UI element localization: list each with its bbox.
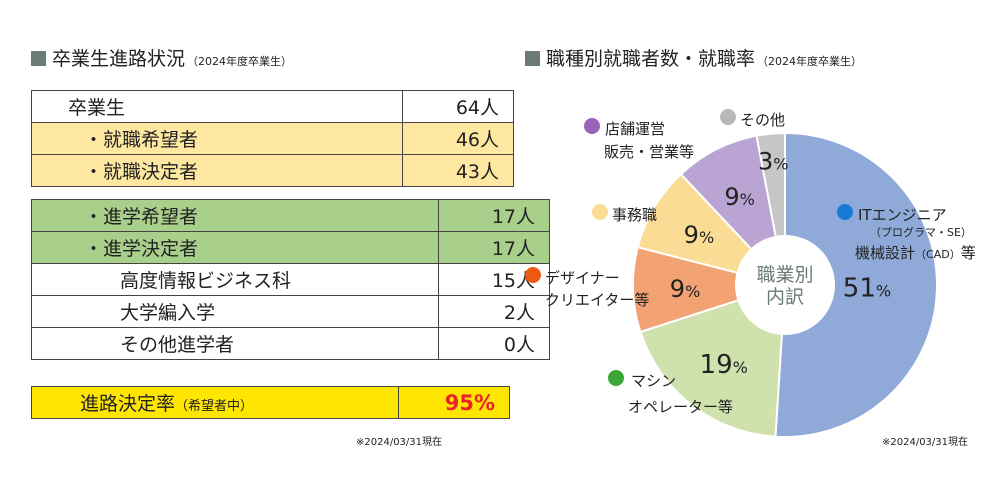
legend-dot-icon: [525, 267, 541, 283]
slice-percent-label: 3%: [758, 148, 788, 176]
slice-percent-label: 51%: [843, 274, 891, 304]
row-value: 43人: [402, 154, 514, 187]
legend-dot-icon: [592, 204, 608, 220]
right-title-text: 職種別就職者数・就職率: [546, 48, 756, 70]
further-study-table: ・進学希望者 17人 ・進学決定者 17人 高度情報ビジネス科 15人 大学編入学 2人 その他…: [31, 199, 550, 360]
pie-slice: [774, 131, 938, 438]
row-value: 17人: [438, 231, 550, 264]
title-square-icon: [525, 51, 540, 66]
legend-label-line2: 販売・営業等: [604, 143, 694, 161]
slice-percent-label: 9%: [724, 183, 754, 211]
pie-center-hole: [735, 235, 835, 335]
decision-rate-table: 進路決定率（希望者中） 95%: [31, 386, 510, 419]
legend-label-line2: オペレーター等: [628, 398, 733, 416]
legend-dot-icon: [584, 118, 600, 134]
legend-label-line2: クリエイター等: [545, 291, 649, 309]
legend-label: 事務職: [612, 206, 657, 224]
left-section-title: 卒業生進路状況 （2024年度卒業生）: [31, 44, 292, 71]
legend-label: 店舗運営: [605, 120, 665, 138]
left-title-text: 卒業生進路状況: [52, 48, 186, 70]
table-row: ・進学希望者 17人: [31, 199, 550, 232]
left-title-sub: （2024年度卒業生）: [187, 55, 293, 68]
table-row: その他進学者 0人: [31, 327, 550, 360]
row-label: ・就職決定者: [31, 154, 403, 187]
row-label: 卒業生: [31, 90, 403, 123]
slice-percent-label: 9%: [670, 275, 700, 303]
legend-label: その他: [740, 111, 785, 129]
legend-dot-icon: [837, 204, 853, 220]
right-section-title: 職種別就職者数・就職率 （2024年度卒業生）: [525, 44, 862, 71]
legend-label: デザイナー: [545, 269, 620, 287]
legend-label: ITエンジニア: [858, 206, 947, 224]
slice-percent-label: 9%: [684, 221, 714, 249]
right-date-note: ※2024/03/31現在: [882, 437, 969, 448]
table-row: ・就職決定者 43人: [31, 154, 514, 187]
table-row: ・進学決定者 17人: [31, 231, 550, 264]
title-square-icon: [31, 51, 46, 66]
row-label: ・進学希望者: [31, 199, 439, 232]
pie-slice: [639, 283, 787, 438]
row-value: 64人: [402, 90, 514, 123]
table-row: 卒業生 64人: [31, 90, 514, 123]
legend-label: マシン: [631, 372, 676, 390]
right-title-sub: （2024年度卒業生）: [757, 55, 863, 68]
legend-dot-icon: [720, 109, 736, 125]
row-label: 高度情報ビジネス科: [31, 263, 439, 296]
row-value: 17人: [438, 199, 550, 232]
decision-rate-row: 進路決定率（希望者中） 95%: [31, 386, 510, 419]
graduates-table: 卒業生 64人 ・就職希望者 46人 ・就職決定者 43人: [31, 90, 514, 187]
slice-percent-label: 19%: [700, 350, 748, 380]
rate-label-sub: （希望者中）: [175, 399, 254, 414]
pie-center-label: 内訳: [766, 286, 804, 308]
table-row: 大学編入学 2人: [31, 295, 550, 328]
row-label: その他進学者: [31, 327, 439, 360]
row-label: ・就職希望者: [31, 122, 403, 155]
left-date-note: ※2024/03/31現在: [356, 437, 443, 448]
table-row: ・就職希望者 46人: [31, 122, 514, 155]
legend-dot-icon: [608, 370, 624, 386]
row-value: 0人: [438, 327, 550, 360]
rate-label-text: 進路決定率: [80, 393, 176, 415]
pie-slice: [632, 245, 789, 334]
legend-label-line2: 機械設計（CAD）等: [855, 244, 976, 262]
decision-rate-value: 95%: [398, 386, 510, 419]
row-value: 2人: [438, 295, 550, 328]
legend-label-sub: （プログラマ・SE）: [870, 225, 972, 239]
row-label: 大学編入学: [31, 295, 439, 328]
pie-center-label: 職業別: [756, 264, 813, 286]
decision-rate-label: 進路決定率（希望者中）: [31, 386, 399, 419]
table-row: 高度情報ビジネス科 15人: [31, 263, 550, 296]
row-value: 46人: [402, 122, 514, 155]
